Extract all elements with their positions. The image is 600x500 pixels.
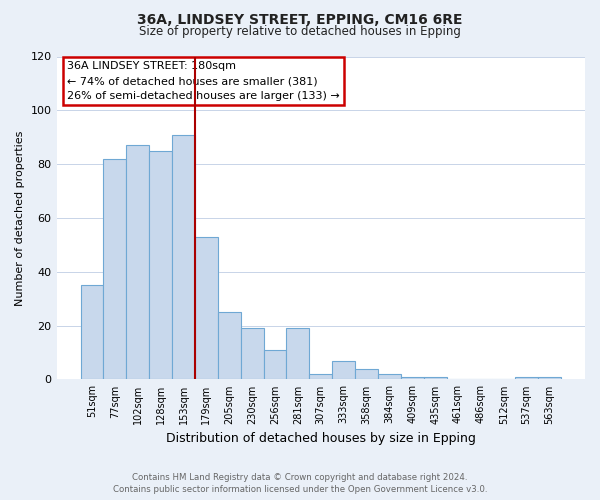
Y-axis label: Number of detached properties: Number of detached properties [15,130,25,306]
Bar [241,328,263,380]
Bar [378,374,401,380]
Text: Contains HM Land Registry data © Crown copyright and database right 2024.
Contai: Contains HM Land Registry data © Crown c… [113,472,487,494]
Bar [218,312,241,380]
Bar [538,376,561,380]
Bar [127,146,149,380]
Text: 36A LINDSEY STREET: 180sqm
← 74% of detached houses are smaller (381)
26% of sem: 36A LINDSEY STREET: 180sqm ← 74% of deta… [67,62,340,101]
Text: Size of property relative to detached houses in Epping: Size of property relative to detached ho… [139,25,461,38]
Bar [515,376,538,380]
Bar [355,368,378,380]
Bar [149,150,172,380]
Bar [103,159,127,380]
Bar [263,350,286,380]
Bar [310,374,332,380]
Bar [195,237,218,380]
Bar [424,376,446,380]
Text: 36A, LINDSEY STREET, EPPING, CM16 6RE: 36A, LINDSEY STREET, EPPING, CM16 6RE [137,12,463,26]
Bar [401,376,424,380]
Bar [172,134,195,380]
Bar [332,360,355,380]
Bar [286,328,310,380]
Bar [80,285,103,380]
X-axis label: Distribution of detached houses by size in Epping: Distribution of detached houses by size … [166,432,476,445]
